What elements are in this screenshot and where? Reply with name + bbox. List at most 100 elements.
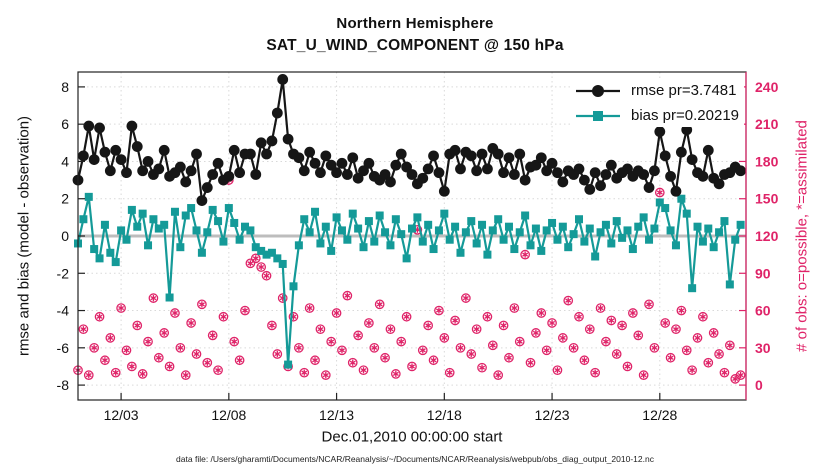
obs-asterisk [586,326,593,333]
rmse-marker [142,156,154,167]
rmse-marker [207,169,219,180]
bias-marker [165,293,174,302]
rmse-marker [735,165,747,177]
obs-asterisk [651,344,658,351]
obs-asterisk [408,363,416,370]
obs-marker [315,324,326,335]
obs-marker [202,357,213,368]
bias-marker [569,230,578,239]
obs-asterisk [155,354,162,361]
y-tick-label-right: 90 [755,265,771,281]
obs-marker [514,336,525,347]
obs-marker [617,320,627,331]
obs-marker [78,324,89,335]
rmse-marker [659,150,671,162]
obs-marker [234,355,245,366]
x-tick-label: 12/28 [642,407,677,423]
bias-marker [79,215,88,224]
legend-label-rmse: rmse pr=3.7481 [631,82,737,99]
bias-marker [192,226,201,235]
rmse-marker [552,167,563,179]
obs-asterisk [430,357,437,364]
obs-asterisk [107,334,114,341]
bias-marker [575,215,583,224]
rmse-marker [131,141,143,152]
obs-marker [380,352,390,363]
bias-marker [564,243,573,252]
bias-marker [381,228,390,237]
bias-marker [284,360,293,369]
obs-asterisk [565,297,572,304]
obs-asterisk [683,347,690,354]
bias-marker [343,235,352,244]
x-tick-label: 12/23 [535,407,570,423]
rmse-marker [584,184,596,195]
bias-marker [386,241,395,250]
bias-marker [467,217,476,226]
obs-asterisk [549,319,556,327]
bias-marker [278,259,287,268]
axis-ticks [78,86,661,400]
rmse-marker [557,176,569,188]
rmse-marker [320,150,332,162]
obs-asterisk [112,369,119,376]
rmse-marker [503,152,515,164]
rmse-marker [476,148,488,160]
obs-marker [320,370,331,381]
obs-marker [568,342,579,353]
obs-marker [606,315,617,326]
obs-asterisk [382,354,389,361]
rmse-marker [331,167,342,179]
rmse-marker [126,120,138,132]
legend-item-rmse: rmse pr=3.7481 [575,82,739,99]
rmse-marker [304,146,316,158]
bias-marker [402,254,411,263]
rmse-marker [535,152,547,164]
obs-asterisk [710,329,717,337]
rmse-marker [363,157,375,169]
obs-asterisk [231,338,238,345]
bias-marker [510,245,519,254]
rmse-marker [94,122,105,134]
rmse-marker [422,163,434,175]
obs-asterisk [678,307,685,314]
obs-asterisk [177,344,184,351]
obs-asterisk [597,304,604,312]
obs-asterisk [188,319,195,327]
obs-marker [628,308,638,318]
obs-marker [191,349,202,359]
bias-marker [698,237,707,246]
y-tick-label-left: -4 [57,303,70,319]
bias-marker [170,207,179,216]
rmse-marker [385,176,396,188]
rmse-marker [115,154,127,165]
rmse-marker [449,144,461,156]
rmse-marker [341,169,353,180]
obs-asterisk [554,367,561,374]
rmse-marker [638,169,650,180]
bias-marker [655,198,664,207]
obs-marker [326,336,337,347]
chart-title-line2: SAT_U_WIND_COMPONENT @ 150 hPa [266,37,564,54]
obs-marker [601,336,611,347]
obs-asterisk [198,301,205,308]
bias-marker [370,237,379,246]
obs-asterisk [694,334,701,341]
rmse-marker [212,157,224,169]
obs-asterisk [635,332,642,339]
obs-marker [94,311,105,322]
x-tick-label: 12/08 [211,407,246,423]
bias-marker [591,252,600,261]
bias-marker [117,226,126,235]
rmse-marker [255,137,267,149]
y-tick-label-left: 6 [61,116,69,132]
obs-marker [434,305,444,316]
rmse-marker [713,178,725,190]
obs-marker [277,293,288,303]
obs-marker [466,349,477,359]
y-tick-label-left: -6 [57,340,70,356]
obs-asterisk [204,359,211,366]
obs-marker [638,370,649,381]
obs-asterisk [134,322,141,329]
obs-marker [304,303,315,313]
